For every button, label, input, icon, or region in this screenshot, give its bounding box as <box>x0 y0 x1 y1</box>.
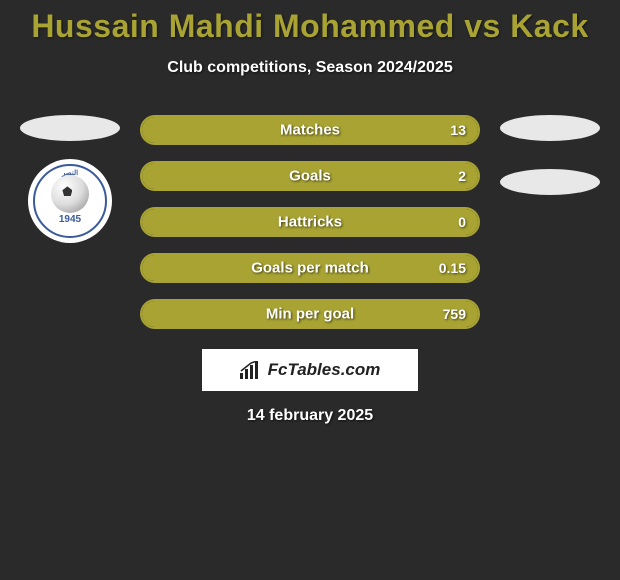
soccer-ball-icon <box>51 175 89 213</box>
stat-row-goals: Goals 2 <box>140 161 480 191</box>
page-title: Hussain Mahdi Mohammed vs Kack <box>0 8 620 45</box>
stat-value: 0 <box>458 214 466 230</box>
stat-value: 13 <box>450 122 466 138</box>
club-logo-inner: النصر 1945 <box>33 164 107 238</box>
right-club-logo-placeholder <box>500 169 600 195</box>
stat-row-goals-per-match: Goals per match 0.15 <box>140 253 480 283</box>
stat-row-min-per-goal: Min per goal 759 <box>140 299 480 329</box>
stat-value: 2 <box>458 168 466 184</box>
stat-label: Min per goal <box>266 306 354 323</box>
left-player-photo-placeholder <box>20 115 120 141</box>
stat-row-matches: Matches 13 <box>140 115 480 145</box>
branding-link[interactable]: FcTables.com <box>202 349 418 391</box>
left-player-column: النصر 1945 <box>10 115 130 243</box>
stat-label: Hattricks <box>278 214 342 231</box>
left-club-logo: النصر 1945 <box>28 159 112 243</box>
stat-label: Matches <box>280 122 340 139</box>
date: 14 february 2025 <box>0 407 620 425</box>
club-year: 1945 <box>59 214 81 225</box>
stat-row-hattricks: Hattricks 0 <box>140 207 480 237</box>
stat-value: 759 <box>443 306 466 322</box>
right-player-column <box>490 115 610 195</box>
stat-bars: Matches 13 Goals 2 Hattricks 0 Goals per… <box>140 115 480 329</box>
stats-area: النصر 1945 Matches 13 Goals 2 Hattricks … <box>0 115 620 329</box>
comparison-card: Hussain Mahdi Mohammed vs Kack Club comp… <box>0 0 620 425</box>
stat-value: 0.15 <box>439 260 466 276</box>
chart-icon <box>240 361 262 379</box>
stat-label: Goals <box>289 168 331 185</box>
branding-text: FcTables.com <box>268 360 381 380</box>
stat-label: Goals per match <box>251 260 369 277</box>
subtitle: Club competitions, Season 2024/2025 <box>0 59 620 77</box>
right-player-photo-placeholder <box>500 115 600 141</box>
